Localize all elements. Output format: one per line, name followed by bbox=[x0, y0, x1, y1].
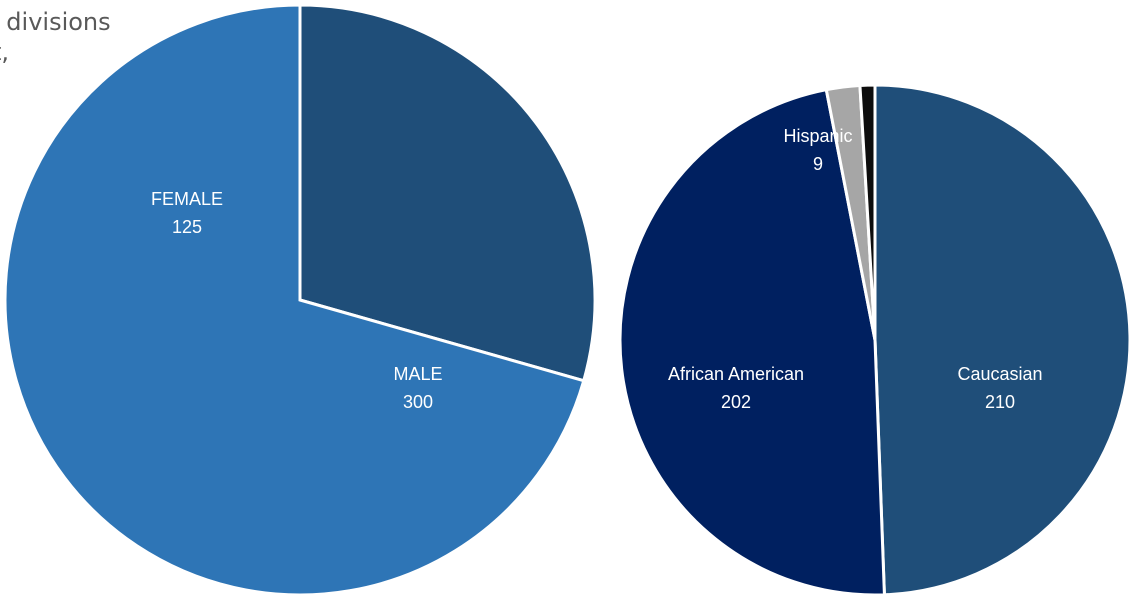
slice-value: 210 bbox=[985, 392, 1015, 412]
slice-value: 300 bbox=[403, 392, 433, 412]
pie-slice bbox=[873, 83, 1132, 597]
slide-text: t, bbox=[0, 38, 9, 66]
slice-label: Hispanic bbox=[783, 126, 852, 146]
slice-value: 9 bbox=[813, 154, 823, 174]
slice-label: MALE bbox=[393, 364, 442, 384]
pie-slice bbox=[618, 87, 886, 597]
slide-text: l divisions bbox=[0, 8, 111, 36]
slice-label: African American bbox=[668, 364, 804, 384]
slice-value: 202 bbox=[721, 392, 751, 412]
slice-label: Caucasian bbox=[957, 364, 1042, 384]
pie-slice bbox=[3, 3, 586, 597]
pie-slice bbox=[858, 83, 877, 341]
slice-value: 125 bbox=[172, 217, 202, 237]
slice-label: FEMALE bbox=[151, 189, 223, 209]
pie-slice bbox=[298, 3, 597, 383]
